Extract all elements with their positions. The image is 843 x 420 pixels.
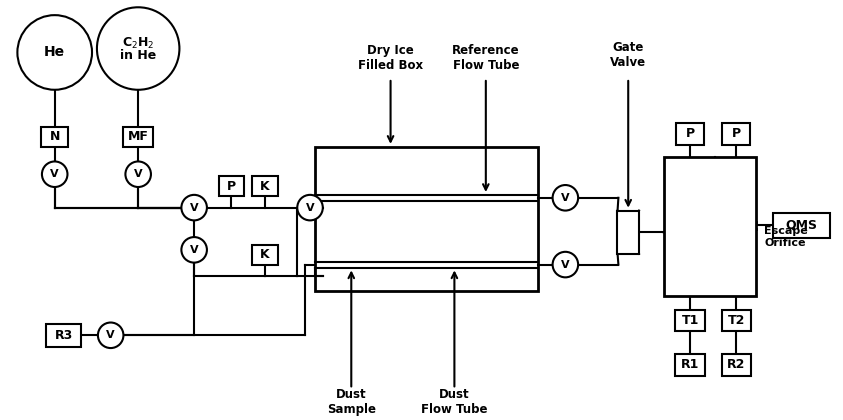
- Text: V: V: [561, 260, 570, 270]
- Text: Dry Ice
Filled Box: Dry Ice Filled Box: [358, 45, 423, 72]
- Text: He: He: [44, 45, 65, 60]
- Circle shape: [181, 237, 207, 262]
- Circle shape: [42, 161, 67, 187]
- Text: C$_2$H$_2$: C$_2$H$_2$: [122, 36, 154, 51]
- Circle shape: [126, 161, 151, 187]
- Text: V: V: [106, 330, 115, 340]
- Text: K: K: [260, 179, 270, 192]
- Bar: [315, 147, 538, 291]
- Text: MF: MF: [128, 131, 148, 143]
- Text: R1: R1: [681, 358, 700, 371]
- Text: Dust
Sample: Dust Sample: [327, 388, 376, 416]
- Text: P: P: [732, 127, 741, 140]
- Circle shape: [98, 323, 123, 348]
- Bar: [772, 213, 830, 238]
- Circle shape: [298, 195, 323, 221]
- Bar: [663, 157, 756, 296]
- Text: Escape
Orifice: Escape Orifice: [764, 226, 808, 248]
- Bar: [675, 354, 705, 375]
- Circle shape: [18, 15, 92, 90]
- Text: T2: T2: [728, 314, 745, 327]
- Bar: [252, 245, 277, 265]
- Circle shape: [181, 195, 207, 221]
- Circle shape: [97, 7, 180, 90]
- Text: R2: R2: [727, 358, 745, 371]
- Text: R3: R3: [55, 329, 72, 342]
- Text: V: V: [51, 169, 59, 179]
- Text: P: P: [685, 127, 695, 140]
- Circle shape: [553, 252, 578, 277]
- Text: V: V: [561, 193, 570, 203]
- Bar: [123, 127, 153, 147]
- Bar: [252, 176, 277, 196]
- Bar: [218, 176, 244, 196]
- Text: V: V: [306, 202, 314, 213]
- Bar: [675, 310, 705, 331]
- Bar: [46, 323, 81, 347]
- Bar: [722, 354, 751, 375]
- Text: V: V: [190, 202, 198, 213]
- Bar: [676, 123, 704, 145]
- Text: V: V: [134, 169, 142, 179]
- Bar: [41, 127, 68, 147]
- Text: V: V: [190, 245, 198, 255]
- Bar: [722, 310, 751, 331]
- Text: QMS: QMS: [785, 219, 817, 232]
- Bar: [722, 123, 750, 145]
- Text: Reference
Flow Tube: Reference Flow Tube: [452, 45, 519, 72]
- Text: K: K: [260, 248, 270, 261]
- Text: P: P: [227, 179, 236, 192]
- Text: T1: T1: [681, 314, 699, 327]
- Bar: [617, 210, 639, 254]
- Text: N: N: [50, 131, 60, 143]
- Text: Gate
Valve: Gate Valve: [610, 42, 647, 69]
- Text: in He: in He: [120, 49, 156, 62]
- Circle shape: [553, 185, 578, 210]
- Text: Dust
Flow Tube: Dust Flow Tube: [422, 388, 487, 416]
